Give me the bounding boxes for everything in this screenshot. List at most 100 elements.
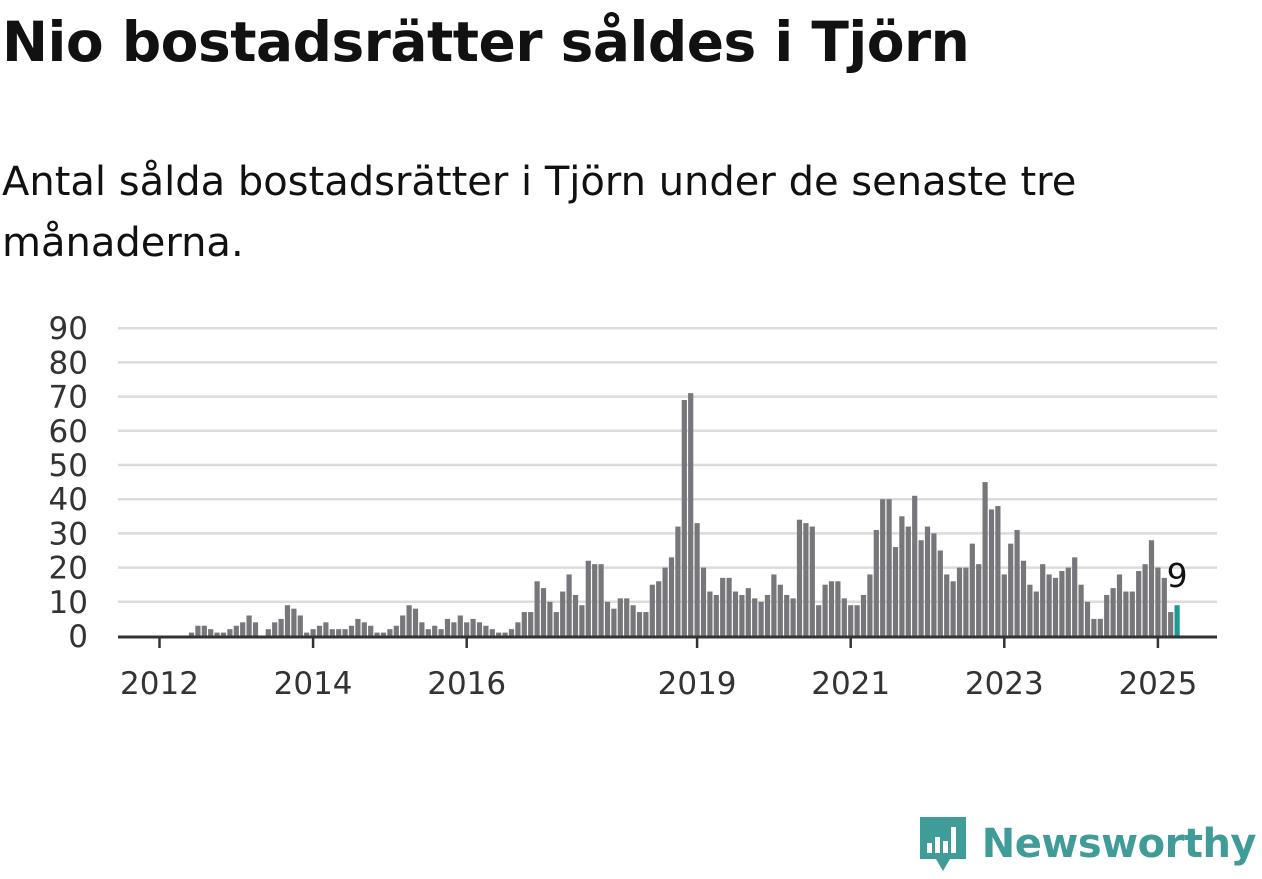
bar <box>585 560 591 636</box>
bar <box>912 495 918 636</box>
bar <box>1123 591 1129 636</box>
bar <box>252 622 259 636</box>
bar <box>476 622 483 636</box>
bar <box>508 629 515 636</box>
bar <box>835 581 841 636</box>
bar <box>528 612 534 636</box>
bar <box>400 615 406 636</box>
bar <box>291 608 297 636</box>
y-tick-label: 30 <box>49 516 88 552</box>
bar <box>796 519 803 636</box>
bar <box>502 632 508 636</box>
y-tick-label: 60 <box>49 414 88 450</box>
bar <box>419 622 425 636</box>
bar <box>1020 560 1027 636</box>
bar <box>624 598 630 636</box>
bar <box>489 629 495 636</box>
bar <box>246 615 252 636</box>
bar <box>656 581 662 636</box>
bar <box>956 567 963 636</box>
bar <box>1065 567 1071 636</box>
bar <box>995 506 1001 636</box>
bar <box>323 622 329 636</box>
bar <box>265 629 271 636</box>
bar <box>425 629 431 636</box>
bar <box>310 629 316 636</box>
bar <box>611 608 617 636</box>
y-tick-label: 70 <box>49 380 88 416</box>
bar <box>227 629 233 636</box>
bar <box>694 523 700 636</box>
bar <box>976 564 982 636</box>
bar <box>438 629 444 636</box>
bar <box>1142 564 1148 636</box>
bar <box>803 523 809 636</box>
bar <box>752 598 758 636</box>
bar <box>867 574 873 636</box>
bar <box>1014 529 1020 636</box>
x-tick-label: 2021 <box>811 666 890 702</box>
bar <box>201 625 207 636</box>
x-tick-label: 2016 <box>427 666 506 702</box>
bar <box>1046 574 1052 636</box>
brand-name: Newsworthy <box>981 821 1257 867</box>
bar <box>880 499 886 636</box>
bar <box>899 516 905 636</box>
bar <box>1168 612 1174 636</box>
bar <box>841 598 847 636</box>
bar <box>732 591 739 636</box>
bar <box>886 499 892 636</box>
bar <box>860 594 867 636</box>
bar <box>457 615 463 636</box>
bar <box>918 540 924 636</box>
bar <box>707 591 713 636</box>
bar <box>1161 577 1167 636</box>
bar <box>496 632 502 636</box>
bar <box>617 598 623 636</box>
bar <box>336 629 342 636</box>
x-tick-label: 2019 <box>658 666 737 702</box>
bar <box>790 598 796 636</box>
bar <box>483 625 489 636</box>
bar <box>284 605 291 636</box>
x-tick-label: 2012 <box>120 666 199 702</box>
bar <box>233 625 239 636</box>
bar <box>873 529 879 636</box>
bar <box>329 629 335 636</box>
bar <box>393 625 399 636</box>
bar <box>1027 584 1033 636</box>
bar <box>944 574 950 636</box>
bar <box>547 601 553 636</box>
bar <box>534 581 540 636</box>
bar <box>1052 577 1059 636</box>
bar <box>649 584 655 636</box>
bar <box>1155 567 1161 636</box>
bar <box>278 618 284 636</box>
bar <box>969 543 975 636</box>
bar <box>387 629 393 636</box>
bar <box>1033 591 1039 636</box>
bar <box>700 567 707 636</box>
bar <box>470 618 476 636</box>
bar <box>937 550 943 636</box>
bar <box>777 584 783 636</box>
bar <box>1136 571 1142 636</box>
gridlines <box>118 326 1217 604</box>
bar <box>444 618 451 636</box>
bar <box>771 574 777 636</box>
bar <box>432 625 438 636</box>
bar <box>688 393 694 636</box>
bar <box>963 567 969 636</box>
bar <box>726 577 732 636</box>
x-tick-label: 2025 <box>1118 666 1197 702</box>
bar <box>374 632 380 636</box>
bar <box>662 567 668 636</box>
chart-title: Nio bostadsrätter såldes i Tjörn <box>2 10 970 74</box>
x-tick-label: 2014 <box>274 666 353 702</box>
y-tick-label: 40 <box>49 482 88 518</box>
bar <box>521 612 527 636</box>
bar <box>579 605 585 636</box>
bar <box>348 625 355 636</box>
bar <box>1097 618 1103 636</box>
